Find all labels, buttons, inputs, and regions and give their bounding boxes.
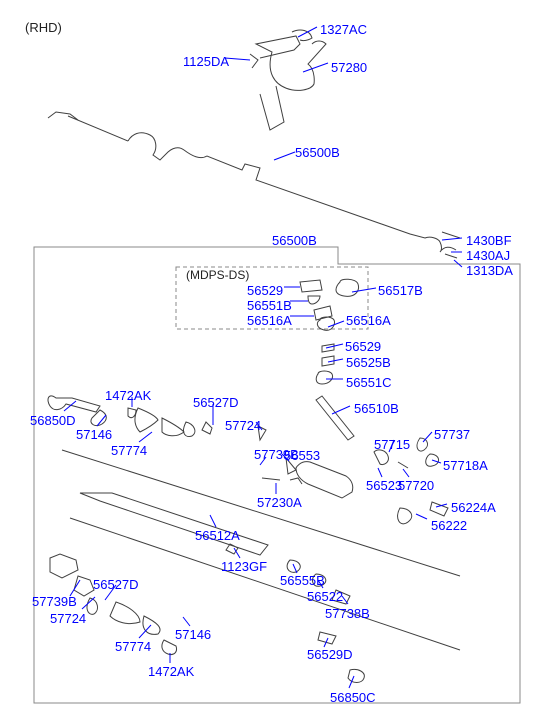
- leader-line: [328, 359, 343, 362]
- leader-line: [436, 504, 447, 507]
- part-label[interactable]: 1313DA: [466, 263, 513, 278]
- leader-line: [378, 468, 382, 477]
- diagram-canvas: (RHD) (MDPS-DS) 1327AC 1125DA 57280 56500B 1…: [0, 0, 533, 727]
- leader-line: [352, 288, 376, 292]
- section-label: (RHD): [25, 20, 62, 35]
- part-label[interactable]: 57739B: [32, 594, 77, 609]
- part-label[interactable]: 57720: [398, 478, 434, 493]
- leader-line: [349, 676, 354, 688]
- leader-line: [139, 625, 151, 638]
- leader-line: [298, 27, 317, 37]
- part-label[interactable]: 57724: [225, 418, 261, 433]
- part-label[interactable]: 56222: [431, 518, 467, 533]
- leader-line: [403, 469, 409, 477]
- leader-line: [210, 515, 216, 527]
- part-label[interactable]: 56516A: [346, 313, 391, 328]
- part-label[interactable]: 56516A: [247, 313, 292, 328]
- part-label[interactable]: 56517B: [378, 283, 423, 298]
- part-label[interactable]: 1430AJ: [466, 248, 510, 263]
- part-label[interactable]: 56510B: [354, 401, 399, 416]
- leader-line: [432, 460, 441, 463]
- part-label[interactable]: 1430BF: [466, 233, 512, 248]
- leader-line: [442, 238, 462, 240]
- leader-line: [293, 564, 297, 573]
- leader-line: [324, 638, 328, 647]
- leader-line: [234, 548, 240, 558]
- part-label[interactable]: 57737: [434, 427, 470, 442]
- part-label[interactable]: 56850C: [330, 690, 376, 705]
- part-label[interactable]: 57715: [374, 437, 410, 452]
- leader-line: [328, 321, 344, 327]
- leader-line: [326, 344, 343, 348]
- leader-line: [303, 63, 328, 72]
- part-outline: [80, 493, 268, 555]
- part-label[interactable]: 56522: [307, 589, 343, 604]
- leader-line: [183, 617, 190, 626]
- leader-line: [454, 260, 462, 267]
- part-label[interactable]: 56551C: [346, 375, 392, 390]
- part-label[interactable]: 57146: [76, 427, 112, 442]
- part-label[interactable]: 56551B: [247, 298, 292, 313]
- leader-line: [423, 432, 432, 442]
- part-outline: [48, 112, 460, 258]
- part-label[interactable]: 57718A: [443, 458, 488, 473]
- part-label[interactable]: 57724: [50, 611, 86, 626]
- part-label[interactable]: 56500B: [295, 145, 340, 160]
- part-label[interactable]: 56500B: [272, 233, 317, 248]
- part-label[interactable]: 56529: [345, 339, 381, 354]
- part-label[interactable]: 57230A: [257, 495, 302, 510]
- part-label[interactable]: 57738B: [325, 606, 370, 621]
- part-label[interactable]: 57280: [331, 60, 367, 75]
- part-label[interactable]: 1472AK: [105, 388, 151, 403]
- part-label[interactable]: 57146: [175, 627, 211, 642]
- part-label[interactable]: 1123GF: [221, 559, 267, 574]
- leader-line: [274, 152, 295, 160]
- part-label[interactable]: 57774: [111, 443, 147, 458]
- leader-line: [64, 401, 76, 411]
- leader-line: [416, 514, 427, 519]
- part-label[interactable]: 57774: [115, 639, 151, 654]
- leader-line: [97, 415, 106, 426]
- part-label[interactable]: 56523: [366, 478, 402, 493]
- part-label[interactable]: 56553: [284, 448, 320, 463]
- part-label[interactable]: 56512A: [195, 528, 240, 543]
- mdps-label: (MDPS-DS): [186, 268, 249, 282]
- part-label[interactable]: 1125DA: [183, 54, 229, 69]
- part-label[interactable]: 56555B: [280, 573, 325, 588]
- part-label[interactable]: 56529D: [307, 647, 353, 662]
- part-label[interactable]: 56224A: [451, 500, 496, 515]
- part-label[interactable]: 1327AC: [320, 22, 367, 37]
- part-label[interactable]: 56529: [247, 283, 283, 298]
- part-label[interactable]: 56525B: [346, 355, 391, 370]
- leader-line: [82, 597, 95, 609]
- leader-line: [139, 432, 152, 442]
- leader-line: [332, 406, 350, 414]
- part-label[interactable]: 1472AK: [148, 664, 194, 679]
- part-label[interactable]: 56850D: [30, 413, 76, 428]
- part-outline: [250, 30, 326, 130]
- part-outline: [300, 280, 332, 320]
- part-label[interactable]: 56527D: [193, 395, 239, 410]
- part-label[interactable]: 56527D: [93, 577, 139, 592]
